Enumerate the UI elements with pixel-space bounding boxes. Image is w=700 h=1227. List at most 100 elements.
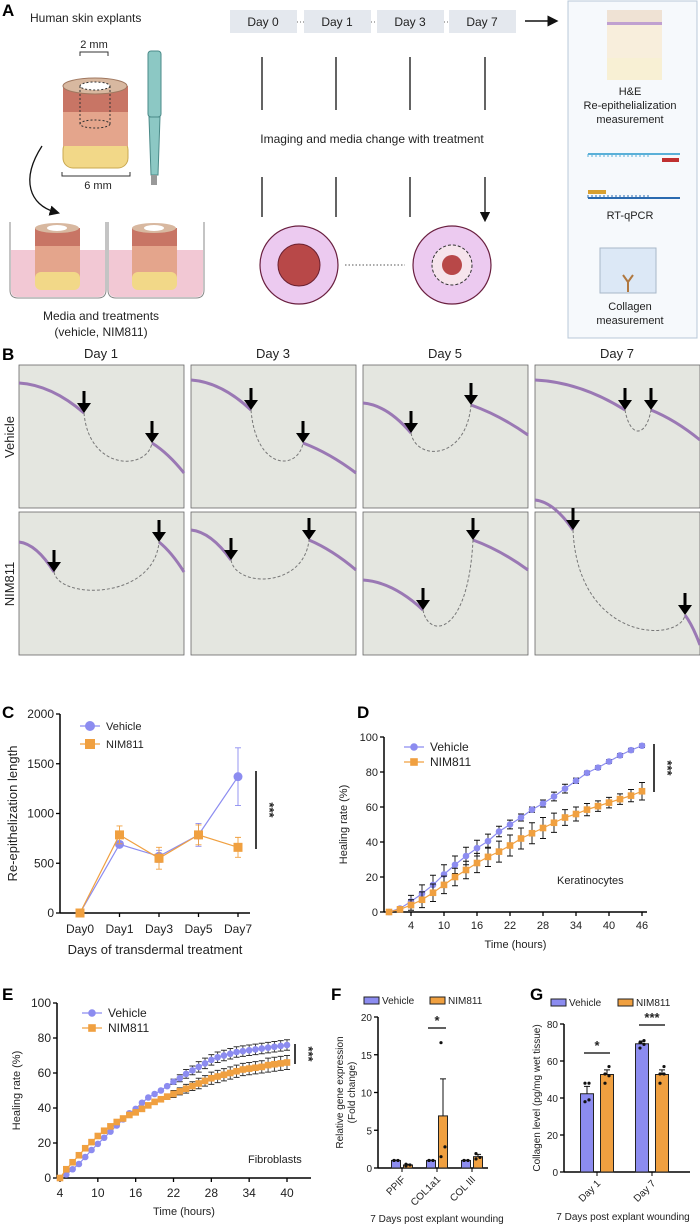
explants-title: Human skin explants — [30, 11, 141, 25]
data-point — [495, 828, 503, 835]
x-axis-label: Time (hours) — [153, 1206, 215, 1218]
data-point — [194, 830, 203, 840]
panel-label-c: C — [2, 703, 14, 722]
data-point — [208, 1074, 215, 1082]
y-axis-label: Relative gene expression — [335, 1036, 346, 1148]
data-point — [163, 1082, 171, 1090]
x-tick-label: 34 — [570, 920, 582, 932]
epidermis-edge — [534, 498, 575, 531]
data-point — [239, 1047, 247, 1055]
legend-label: NIM811 — [448, 996, 483, 1007]
data-point — [561, 785, 569, 792]
series-line — [79, 834, 239, 914]
chart-f-gene-expression: 0 5 10 15 20 PPIF COL1a1 COL III * Vehicle NIM811 R… — [335, 996, 504, 1225]
x-axis-label: 7 Days post explant wounding — [370, 1214, 503, 1225]
data-point — [119, 1115, 127, 1122]
replicate-dot — [474, 1152, 478, 1156]
transfer-arrow — [29, 145, 61, 216]
data-point — [264, 1044, 272, 1051]
data-point — [201, 1077, 209, 1085]
data-point — [115, 839, 124, 849]
significance-label: *** — [644, 1010, 660, 1025]
data-point — [182, 1070, 190, 1078]
panel-a: A Human skin explants 2 mm 6 mm — [2, 0, 698, 339]
arrow-icon — [618, 400, 632, 410]
bar-vehicle — [635, 1043, 649, 1173]
epidermis-edge — [308, 538, 357, 572]
x-axis-label: 7 Days post explant wounding — [556, 1212, 689, 1223]
x-tick-label: 16 — [471, 920, 483, 932]
y-axis-label: Re-epithelization length — [5, 746, 20, 882]
y-tick-label: 60 — [547, 1057, 559, 1068]
data-point — [484, 853, 492, 861]
data-point — [583, 769, 591, 777]
replicate-dot — [443, 1145, 447, 1149]
data-point — [63, 1171, 70, 1178]
data-point — [271, 1043, 278, 1051]
data-point — [451, 873, 459, 881]
significance-label: *** — [660, 760, 675, 776]
replicate-dot — [583, 1100, 587, 1104]
data-point — [144, 1094, 152, 1101]
x-tick-label: 40 — [603, 920, 615, 932]
data-point — [94, 1132, 102, 1140]
data-point — [429, 889, 437, 897]
replicate-dot — [603, 1081, 607, 1085]
replicate-dot — [408, 1163, 412, 1167]
arrow-icon — [296, 433, 310, 443]
x-tick-label: Day 1 — [577, 1178, 604, 1205]
y-tick-label: 500 — [34, 856, 54, 870]
data-point — [88, 1138, 95, 1146]
timeline-box-day3 — [377, 10, 444, 33]
bar-vehicle — [391, 1159, 401, 1169]
data-point — [517, 814, 525, 821]
data-point — [407, 901, 415, 909]
error-bar — [584, 1085, 590, 1094]
replicate-dot — [427, 1158, 431, 1163]
data-point — [418, 896, 426, 904]
bar-nim811 — [438, 1115, 448, 1169]
skin-explant-illustration — [62, 77, 129, 169]
data-point — [451, 861, 459, 869]
data-point — [252, 1046, 259, 1053]
readouts-box: H&E Re-epithelialization measurement RT-… — [567, 0, 698, 339]
arrow-icon — [644, 400, 658, 410]
timeline-label: Day 3 — [394, 15, 426, 29]
legend-label: Vehicle — [430, 740, 469, 754]
y-tick-label: 20 — [547, 1131, 559, 1142]
replicate-dot — [662, 1064, 666, 1069]
y-tick-label: 20 — [38, 1136, 52, 1150]
histology-tile — [362, 511, 529, 656]
data-point — [88, 1146, 95, 1154]
column-header: Day 5 — [428, 346, 462, 361]
arrow-icon — [152, 532, 166, 542]
x-tick-label: 28 — [537, 920, 549, 932]
replicate-dot — [466, 1158, 470, 1163]
timeline-box-day7 — [449, 10, 516, 33]
bar-nim811 — [600, 1074, 614, 1173]
replicate-dot — [396, 1158, 400, 1163]
panel-label-b: B — [2, 345, 14, 364]
legend-swatch — [363, 996, 380, 1005]
x-tick-label: Day1 — [105, 922, 133, 936]
replicate-dot — [587, 1081, 591, 1085]
data-point — [214, 1073, 221, 1080]
data-point — [594, 802, 602, 810]
data-point — [75, 1160, 83, 1168]
replicate-dot — [658, 1081, 662, 1085]
x-tick-label: 34 — [242, 1186, 256, 1200]
arrow-icon — [145, 433, 159, 443]
replicate-dot — [638, 1046, 642, 1050]
x-tick-label: 10 — [438, 920, 450, 932]
arrow-icon — [466, 530, 480, 540]
data-point — [605, 758, 613, 765]
data-point — [572, 810, 580, 818]
histology-tile — [18, 364, 186, 509]
epidermis-edge — [650, 408, 700, 442]
x-tick-label: 22 — [167, 1186, 181, 1200]
epidermis-edge — [362, 401, 413, 434]
tissue-image — [18, 364, 185, 509]
data-point — [138, 1105, 146, 1113]
error-bar — [604, 1069, 610, 1075]
